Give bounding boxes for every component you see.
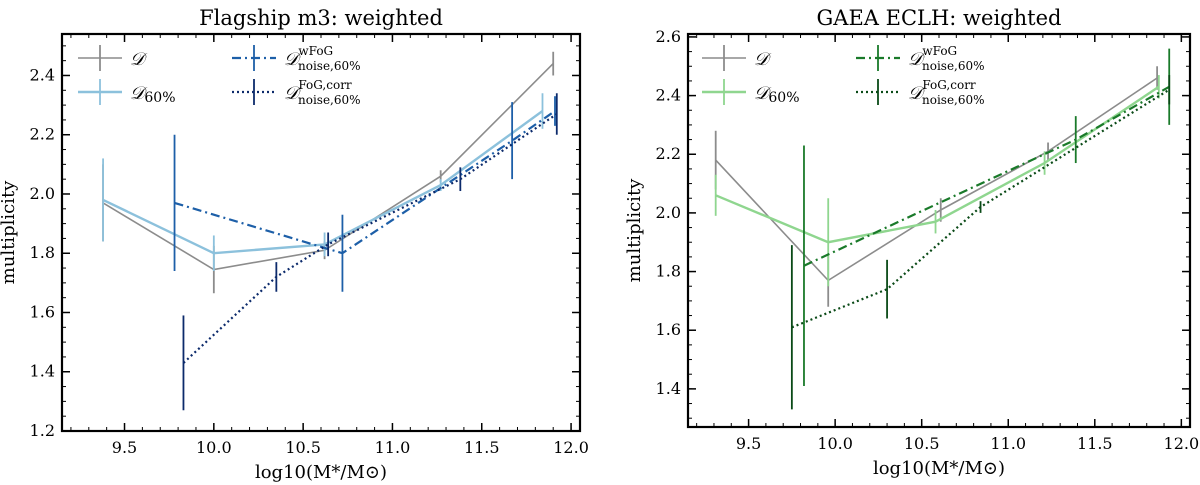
y-tick-label: 1.4 (30, 362, 55, 381)
panel-gaea: GAEA ECLH: weighted 9.5 10.0 10.5 11.0 11.5 12… (624, 6, 1199, 479)
legend-label: 𝒟 (130, 49, 148, 70)
legend-entry-1: 𝒟60% (702, 79, 800, 106)
series-line (715, 85, 1160, 244)
legend-entry-0: 𝒟 (78, 45, 148, 71)
y-tick-label: 2.4 (30, 65, 55, 84)
legend-label: 𝒟 (754, 49, 772, 70)
y-tick-label: 1.6 (30, 302, 55, 321)
x-tick-label: 12.0 (553, 438, 589, 457)
x-tick-label: 11.5 (464, 438, 500, 457)
x-tick-label: 10.5 (904, 434, 940, 453)
y-axis-label: multiplicity (624, 178, 645, 283)
y-tick-label: 2.0 (30, 184, 55, 203)
legend-label: 𝒟wFoG noise,60% (284, 44, 361, 73)
x-axis-label: log10(M*/M⊙) (255, 462, 387, 483)
x-tick-label: 9.5 (736, 434, 761, 453)
y-tick-label: 2.2 (30, 125, 55, 144)
x-tick-label: 10.0 (817, 434, 853, 453)
legend-label: 𝒟60% (130, 83, 176, 106)
series-3 (182, 93, 558, 411)
x-axis-label: log10(M*/M⊙) (873, 458, 1005, 479)
y-tick-label: 2.6 (656, 27, 681, 46)
x-tick-label: 11.5 (1077, 434, 1113, 453)
legend-label: 𝒟wFoG noise,60% (908, 44, 985, 73)
legend-entry-0: 𝒟 (702, 45, 772, 71)
series-1 (714, 75, 1160, 287)
chart-title: GAEA ECLH: weighted (817, 6, 1062, 30)
x-tick-label: 10.0 (196, 438, 232, 457)
legend-entry-2: 𝒟wFoG noise,60% (232, 44, 361, 73)
x-tick-label: 11.0 (375, 438, 411, 457)
legend-entry-3: 𝒟FoG,corr noise,60% (232, 78, 361, 107)
y-tick-label: 2.4 (656, 86, 681, 105)
y-tick-label: 2.2 (656, 144, 681, 163)
y-tick-label: 1.8 (30, 243, 55, 262)
legend-entry-1: 𝒟60% (78, 79, 176, 106)
legend-entry-3: 𝒟FoG,corr noise,60% (856, 78, 985, 107)
y-tick-label: 1.6 (656, 320, 681, 339)
panel-flagship: Flagship m3: weighted 9.5 10.0 10.5 11.0 11.5… (0, 6, 589, 483)
x-tick-label: 9.5 (112, 438, 137, 457)
series-line (791, 88, 1170, 329)
legend-entry-2: 𝒟wFoG noise,60% (856, 44, 985, 73)
x-tick-label: 12.0 (1164, 434, 1200, 453)
series-line (102, 110, 544, 255)
legend-label: 𝒟FoG,corr noise,60% (908, 78, 985, 107)
y-axis-label: multiplicity (0, 180, 19, 285)
legend-label: 𝒟60% (754, 83, 800, 106)
y-tick-label: 1.2 (30, 421, 55, 440)
series-line (715, 77, 1158, 282)
series-2 (173, 96, 556, 292)
y-tick-label: 2.0 (656, 203, 681, 222)
x-tick-label: 11.0 (990, 434, 1026, 453)
series-line (803, 85, 1170, 267)
series-line (174, 110, 556, 255)
y-tick-label: 1.8 (656, 262, 681, 281)
legend-label: 𝒟FoG,corr noise,60% (284, 78, 361, 107)
y-tick-label: 1.4 (656, 379, 681, 398)
x-tick-label: 10.5 (285, 438, 321, 457)
series-line (182, 113, 558, 364)
series-2 (803, 48, 1171, 386)
series-1 (102, 93, 544, 272)
series-3 (790, 75, 1171, 410)
chart-title: Flagship m3: weighted (199, 6, 443, 30)
